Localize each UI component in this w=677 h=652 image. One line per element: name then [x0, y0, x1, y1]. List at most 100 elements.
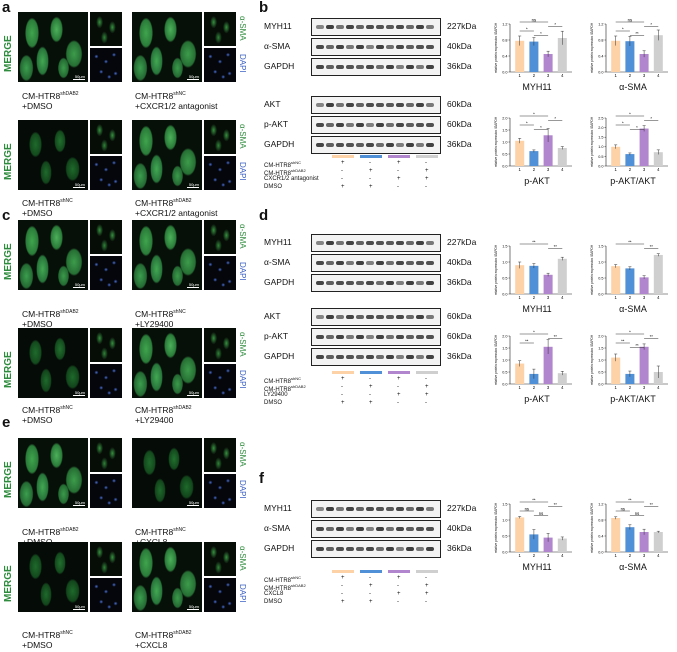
blot-band — [356, 45, 364, 49]
bar — [529, 534, 539, 552]
blot-band — [336, 45, 344, 49]
x-tick-label: 1 — [615, 295, 618, 300]
bar — [625, 268, 635, 294]
x-tick-label: 1 — [615, 553, 618, 558]
treatment-label: CM-HTR8shDAB2 — [264, 583, 306, 592]
blot-band — [396, 25, 404, 29]
blot-band — [366, 507, 374, 511]
treatment-sign: - — [425, 160, 427, 166]
y-tick-label: 0.8 — [598, 38, 603, 42]
x-tick-label: 3 — [547, 295, 550, 300]
y-axis-label: relative protein expression /GAPDH — [494, 244, 498, 295]
blot-kda-label: 227kDa — [447, 21, 477, 31]
x-tick-label: 1 — [519, 295, 522, 300]
y-axis-label: relative protein expression /GAPDH — [590, 334, 594, 385]
y-tick-label: 1.0 — [502, 140, 507, 144]
x-tick-label: 4 — [561, 385, 564, 390]
group-color-strip — [360, 155, 382, 158]
y-axis-label: relative protein expression /GAPDH — [494, 116, 498, 167]
x-tick-label: 1 — [615, 167, 618, 172]
dapi-micrograph — [204, 48, 236, 82]
y-tick-label: 0.0 — [502, 292, 507, 296]
blot-strip — [311, 96, 441, 114]
merge-micrograph: 50μm — [132, 542, 202, 612]
blot-band — [346, 25, 354, 29]
y-tick-label: 0.5 — [598, 276, 603, 280]
blot-band — [406, 547, 414, 551]
scale-bar: 50μm — [73, 182, 85, 188]
blot-protein-label: GAPDH — [264, 351, 295, 361]
blot-band — [426, 547, 434, 551]
condition-a-3: CM-HTR8shNC +DMSO — [22, 197, 73, 218]
bar-chart-d2: relative protein expression /GAPDH 0.0 0.5… — [590, 239, 668, 300]
y-tick-label: 0.5 — [502, 370, 507, 374]
y-tick-label: 0.5 — [598, 155, 603, 159]
blot-band — [376, 281, 384, 285]
y-tick-label: 1.2 — [598, 502, 603, 506]
y-tick-label: 1.5 — [502, 502, 507, 506]
y-tick-label: 0.0 — [598, 382, 603, 386]
blot-protein-label: α-SMA — [264, 523, 291, 533]
blot-band — [336, 143, 344, 147]
scale-bar: 50μm — [187, 604, 199, 610]
y-tick-label: 0.0 — [502, 550, 507, 554]
bar-chart-b1: relative protein expression /GAPDH 0.0 0.4… — [494, 17, 572, 78]
y-tick-label: 1.2 — [502, 22, 507, 26]
blot-band — [326, 241, 334, 245]
treatment-sign: + — [425, 583, 429, 589]
blot-band — [386, 355, 394, 359]
blot-band — [396, 65, 404, 69]
significance-label: ** — [650, 334, 654, 339]
dapi-micrograph — [90, 364, 122, 398]
condition-a-1: CM-HTR8shDAB2 +DMSO — [22, 90, 79, 111]
blot-band — [326, 65, 334, 69]
blot-band — [346, 65, 354, 69]
y-tick-label: 1.0 — [598, 358, 603, 362]
blot-band — [346, 355, 354, 359]
bar — [529, 41, 539, 72]
condition-e-1: CM-HTR8shDAB2+DMSO — [22, 526, 79, 547]
blot-band — [326, 547, 334, 551]
treatment-sign: - — [425, 184, 427, 190]
blot-band — [376, 65, 384, 69]
significance-label: * — [622, 26, 624, 31]
merge-label: MERGE — [3, 143, 14, 180]
y-tick-label: 0.5 — [598, 370, 603, 374]
blot-band — [406, 527, 414, 531]
blot-band — [406, 143, 414, 147]
blot-band — [396, 143, 404, 147]
blot-band — [366, 143, 374, 147]
treatment-sign: - — [369, 591, 371, 597]
blot-protein-label: MYH11 — [264, 237, 292, 247]
significance-label: ** — [554, 502, 558, 507]
asma-micrograph — [90, 328, 122, 362]
blot-protein-label: GAPDH — [264, 543, 295, 553]
blot-band — [406, 65, 414, 69]
blot-band — [416, 143, 424, 147]
merge-micrograph: 50μm — [132, 328, 202, 398]
blot-band — [356, 335, 364, 339]
significance-label: * — [533, 329, 535, 334]
significance-label: ** — [635, 343, 639, 348]
blot-band — [356, 241, 364, 245]
bar — [611, 40, 621, 72]
treatment-sign: + — [397, 176, 401, 182]
x-tick-label: 3 — [643, 553, 646, 558]
blot-kda-label: 60kDa — [447, 99, 472, 109]
blot-band — [426, 335, 434, 339]
blot-band — [346, 261, 354, 265]
asma-label: α-SMA — [238, 124, 247, 149]
asma-micrograph — [90, 438, 122, 472]
bar — [543, 54, 553, 72]
bar-chart-b2: relative protein expression /GAPDH 0.0 0.4… — [590, 17, 668, 78]
asma-micrograph — [204, 220, 236, 254]
significance-label: ** — [650, 244, 654, 249]
blot-strip — [311, 18, 441, 36]
blot-protein-label: α-SMA — [264, 41, 291, 51]
blot-band — [406, 25, 414, 29]
treatment-sign: - — [369, 392, 371, 398]
blot-strip — [311, 254, 441, 272]
bar — [529, 373, 539, 384]
y-axis-label: relative protein expression /GAPDH — [590, 116, 594, 167]
blot-band — [396, 547, 404, 551]
